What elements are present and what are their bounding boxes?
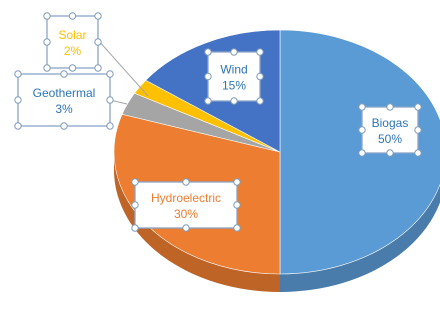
selection-handle	[106, 122, 114, 130]
data-labels: Biogas 50% Hydroelectric 30% Geothermal 3% Sol…	[14, 12, 422, 232]
selection-handle	[131, 224, 139, 232]
selection-handle	[256, 72, 264, 81]
selection-handle	[386, 103, 394, 111]
label-percent-biogas: 50%	[378, 132, 402, 146]
label-name-biogas: Biogas	[372, 116, 409, 130]
selection-handle	[358, 103, 366, 111]
selection-handle	[43, 64, 51, 72]
selection-handle	[106, 96, 114, 104]
label-frame-hydroelectric	[134, 181, 238, 229]
selection-handle	[256, 48, 264, 56]
selection-handle	[230, 48, 238, 56]
selection-handle	[43, 12, 51, 20]
label-percent-wind: 15%	[222, 79, 246, 93]
selection-handle	[204, 72, 212, 81]
selection-handle	[60, 122, 68, 130]
data-label-biogas: Biogas 50%	[358, 103, 422, 157]
leader-line-solar	[97, 39, 149, 97]
selection-handle	[256, 97, 264, 105]
selection-handle	[68, 64, 77, 72]
selection-handle	[233, 224, 241, 232]
pie-side-walls	[114, 152, 440, 292]
selection-handle	[131, 178, 139, 186]
label-percent-geothermal: 3%	[55, 102, 73, 116]
selection-handle	[204, 48, 212, 56]
selection-handle	[414, 126, 422, 134]
label-percent-solar: 2%	[64, 44, 82, 58]
selection-handle	[204, 97, 212, 105]
selection-handle	[414, 149, 422, 157]
selection-handle	[43, 38, 51, 46]
selection-handle	[14, 122, 22, 130]
selection-handle	[60, 70, 68, 78]
selection-handle	[14, 96, 22, 104]
label-frame-wind	[207, 51, 261, 102]
label-frame-geothermal	[17, 73, 111, 127]
label-name-hydroelectric: Hydroelectric	[151, 191, 221, 205]
data-label-hydroelectric: Hydroelectric 30%	[131, 178, 241, 232]
label-name-wind: Wind	[220, 63, 247, 77]
selection-handle	[233, 178, 241, 186]
selection-handle	[68, 12, 77, 20]
label-percent-hydroelectric: 30%	[174, 207, 198, 221]
label-name-geothermal: Geothermal	[33, 86, 96, 100]
selection-handle	[233, 201, 241, 209]
pie-side-hydroelectric	[114, 152, 280, 292]
selection-handle	[414, 103, 422, 111]
pie-side-biogas	[280, 184, 440, 292]
selection-handle	[14, 70, 22, 78]
selection-handle	[182, 178, 190, 186]
label-frame-biogas	[361, 106, 419, 154]
selection-handle	[358, 126, 366, 134]
selection-handle	[182, 224, 190, 232]
selection-handle	[131, 201, 139, 209]
selection-handle	[106, 70, 114, 78]
label-name-solar: Solar	[58, 28, 86, 42]
selection-handle	[386, 149, 394, 157]
data-label-wind: Wind 15%	[204, 48, 264, 105]
data-label-solar: Solar 2%	[43, 12, 102, 72]
selection-handle	[358, 149, 366, 157]
selection-handle	[94, 64, 102, 72]
selection-handle	[94, 38, 102, 46]
selection-handle	[230, 97, 238, 105]
data-label-geothermal: Geothermal 3%	[14, 70, 114, 130]
selection-handle	[94, 12, 102, 20]
label-frame-solar	[46, 15, 99, 69]
